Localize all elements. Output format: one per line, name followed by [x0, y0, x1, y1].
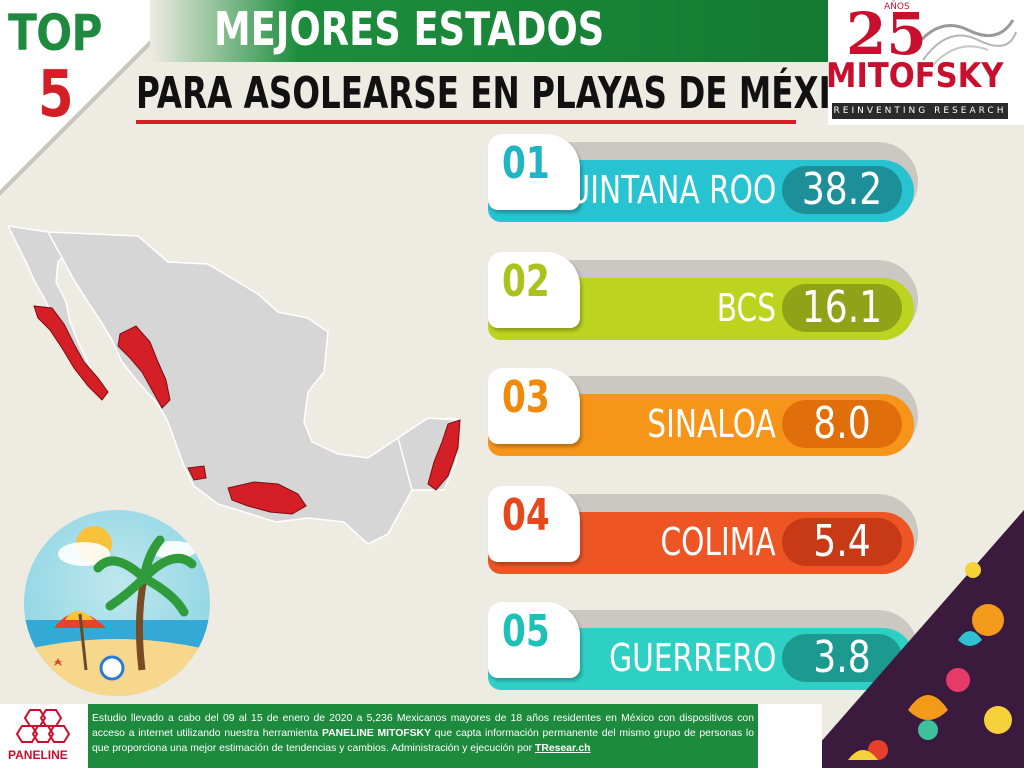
beach-scene-icon — [24, 526, 210, 696]
tresearch-link[interactable]: TResear.ch — [535, 743, 591, 754]
rank-number: 03 — [502, 372, 550, 423]
rank-item: 01 QUINTANA ROO 38.2 — [488, 134, 920, 226]
rank-item: 03 SINALOA 8.0 — [488, 368, 920, 460]
rank-item: 04 COLIMA 5.4 — [488, 486, 920, 578]
logo-years: 25 — [846, 0, 927, 68]
paneline-label: PANELINE — [8, 748, 68, 762]
quintana-roo-state — [427, 419, 461, 491]
state-name: QUINTANA ROO — [544, 168, 776, 212]
state-value: 8.0 — [813, 398, 871, 449]
rank-tab: 04 — [488, 486, 580, 562]
title-band — [150, 0, 828, 62]
top-number: 5 — [38, 58, 74, 132]
rank-tab: 01 — [488, 134, 580, 210]
logo-brand: MITOFSKY — [826, 56, 1004, 96]
value-pill — [782, 518, 902, 566]
logo-years-label: AÑOS — [884, 2, 910, 12]
footer-note-text-2: que capta información permanente del mis… — [92, 728, 754, 754]
rank-number: 02 — [502, 256, 550, 307]
mexico-map — [8, 225, 461, 545]
page-subtitle: PARA ASOLEARSE EN PLAYAS DE MÉXICO — [136, 68, 883, 119]
footer-note-text: Estudio llevado a cabo del 09 al 15 de e… — [92, 713, 754, 739]
title-underline — [136, 120, 796, 124]
rank-item: 05 GUERRERO 3.8 — [488, 602, 920, 694]
paneline-logo-icon — [15, 709, 71, 743]
value-pill — [782, 400, 902, 448]
state-name: GUERRERO — [608, 636, 776, 680]
beach-illustration — [24, 510, 210, 696]
logo-swirl-icon — [911, 19, 1017, 66]
rank-number: 05 — [502, 606, 550, 657]
footer-note: Estudio llevado a cabo del 09 al 15 de e… — [92, 711, 754, 756]
top-label: TOP — [8, 4, 103, 62]
state-value: 16.1 — [801, 282, 883, 333]
rank-tab: 05 — [488, 602, 580, 678]
footer-note-bold: PANELINE MITOFSKY — [321, 728, 431, 739]
rank-number: 04 — [502, 490, 550, 541]
state-value: 5.4 — [813, 516, 871, 567]
value-pill — [782, 166, 902, 214]
rank-tab: 03 — [488, 368, 580, 444]
rank-item: 02 BCS 16.1 — [488, 252, 920, 344]
state-value: 38.2 — [801, 164, 883, 215]
state-value: 3.8 — [813, 632, 871, 683]
state-name: BCS — [716, 286, 776, 330]
guerrero-state — [227, 481, 307, 515]
value-pill — [782, 284, 902, 332]
state-name: SINALOA — [647, 402, 776, 446]
page-title: MEJORES ESTADOS — [214, 2, 605, 56]
bcs-state — [33, 305, 109, 401]
sinaloa-state — [117, 325, 171, 409]
state-name: COLIMA — [660, 520, 776, 564]
logo-tagline: REINVENTING RESEARCH — [832, 103, 1008, 119]
footer-note-band — [88, 704, 758, 768]
rank-number: 01 — [502, 138, 550, 189]
rank-tab: 02 — [488, 252, 580, 328]
decorative-pattern — [798, 510, 1024, 768]
colima-state — [187, 465, 207, 481]
